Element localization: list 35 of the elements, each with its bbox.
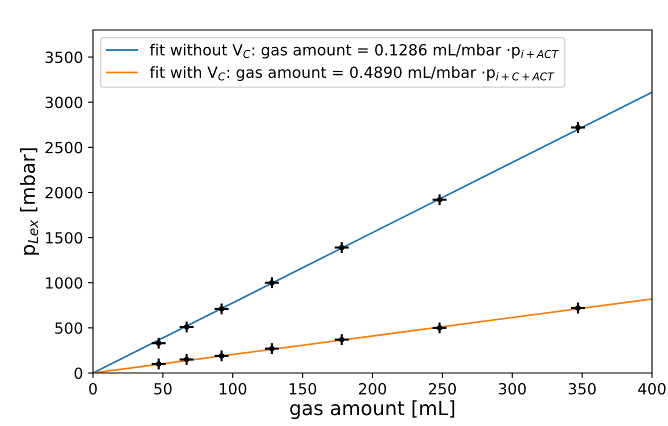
y-axis-title: p$_{Lex}$ [mbar] — [20, 148, 39, 255]
point — [218, 353, 224, 359]
x-tick-label: 300 — [498, 382, 526, 395]
x-tick-label: 0 — [89, 382, 97, 395]
y-tick-label: 2500 — [46, 142, 82, 154]
point — [436, 325, 442, 331]
x-tick-label: 50 — [154, 382, 172, 395]
point — [269, 346, 275, 352]
point — [575, 124, 581, 130]
x-tick-label: 400 — [638, 382, 666, 395]
legend-label: fit with V$_{C}$: gas amount = 0.4890 mL/mbar ·p$_{i+C+ACT}$ — [150, 66, 554, 81]
x-tick-label: 350 — [568, 382, 596, 395]
y-tick-label: 0 — [74, 367, 82, 380]
point — [184, 356, 190, 362]
point — [338, 336, 345, 342]
legend-label: fit without V$_{C}$: gas amount = 0.1286 mL/mbar ·p$_{i+ACT}$ — [150, 44, 559, 59]
point — [436, 196, 442, 202]
y-tick-label: 1500 — [46, 232, 82, 244]
x-tick-label: 100 — [220, 382, 246, 395]
x-tick-label: 150 — [290, 382, 316, 395]
x-tick-label: 250 — [428, 382, 456, 395]
point — [184, 324, 190, 330]
x-tick-label: 200 — [359, 382, 386, 395]
y-tick-label: 3500 — [46, 52, 82, 64]
x-axis-title: gas amount [mL] — [290, 400, 454, 420]
point — [156, 361, 162, 367]
y-tick-label: 3000 — [46, 96, 82, 108]
y-tick-label: 2000 — [46, 186, 82, 198]
point — [218, 306, 224, 312]
point — [269, 280, 275, 286]
point — [575, 305, 581, 311]
point — [156, 340, 162, 346]
point — [338, 244, 345, 250]
y-tick-label: 500 — [55, 322, 82, 334]
y-tick-label: 1000 — [46, 277, 82, 289]
